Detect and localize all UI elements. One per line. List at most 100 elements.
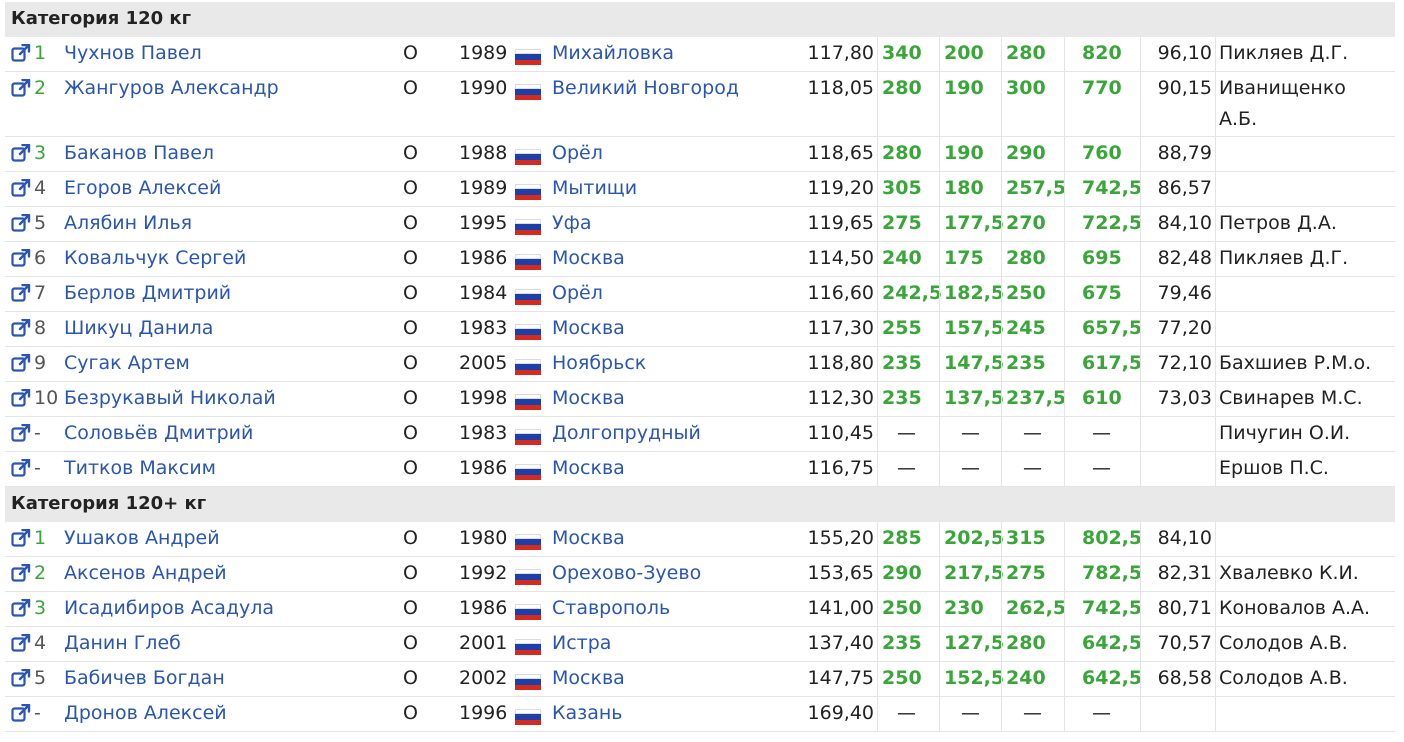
deadlift-result: 280: [1006, 632, 1046, 654]
column-divider: [1140, 417, 1141, 452]
external-link-icon[interactable]: [11, 144, 31, 162]
city-link[interactable]: Великий Новгород: [552, 77, 739, 99]
external-link-icon[interactable]: [11, 319, 31, 337]
row-divider: [5, 626, 1395, 627]
external-link-icon[interactable]: [11, 459, 31, 477]
bodyweight: 137,40: [807, 632, 874, 654]
external-link-icon[interactable]: [11, 389, 31, 407]
city-link[interactable]: Ставрополь: [552, 597, 671, 619]
russia-flag-icon: [515, 184, 541, 200]
place-number: -: [34, 457, 41, 479]
column-divider: [1001, 662, 1002, 697]
column-divider: [1064, 207, 1065, 242]
athlete-name-link[interactable]: Соловьёв Дмитрий: [64, 422, 254, 444]
athlete-name-link[interactable]: Шикуц Данила: [64, 317, 214, 339]
athlete-name-link[interactable]: Дронов Алексей: [64, 702, 227, 724]
city-link[interactable]: Москва: [552, 387, 625, 409]
division: О: [403, 42, 418, 64]
bench-press-result: 190: [944, 77, 984, 99]
points: 72,10: [1157, 352, 1212, 374]
coach-name: Солодов А.В.: [1219, 632, 1348, 654]
external-link-icon[interactable]: [11, 249, 31, 267]
column-divider: [1215, 277, 1216, 312]
external-link-icon[interactable]: [11, 564, 31, 582]
external-link-icon[interactable]: [11, 424, 31, 442]
athlete-name-link[interactable]: Безрукавый Николай: [64, 387, 276, 409]
squat-result: 250: [882, 597, 922, 619]
birth-year: 2002: [459, 667, 508, 689]
athlete-name-link[interactable]: Берлов Дмитрий: [64, 282, 232, 304]
table-row: 4 Данин Глеб О 2001 Истра 137,40 235 127,5 280 64…: [0, 627, 1404, 662]
bench-press-result: 230: [944, 597, 984, 619]
external-link-icon[interactable]: [11, 354, 31, 372]
city-link[interactable]: Орёл: [552, 282, 603, 304]
external-link-icon[interactable]: [11, 44, 31, 62]
total-result: 760: [1082, 142, 1122, 164]
athlete-name-link[interactable]: Данин Глеб: [64, 632, 181, 654]
column-divider: [1001, 382, 1002, 417]
bodyweight: 118,80: [807, 352, 874, 374]
external-link-icon[interactable]: [11, 599, 31, 617]
coach-name: Бахшиев Р.М.о.: [1219, 352, 1372, 374]
city-link[interactable]: Истра: [552, 632, 612, 654]
city-link[interactable]: Уфа: [552, 212, 592, 234]
place-number: 2: [34, 562, 47, 584]
bench-press-result: 157,5: [944, 317, 1005, 339]
points: 77,20: [1157, 317, 1212, 339]
athlete-name-link[interactable]: Чухнов Павел: [64, 42, 202, 64]
external-link-icon[interactable]: [11, 704, 31, 722]
athlete-name-link[interactable]: Егоров Алексей: [64, 177, 222, 199]
deadlift-result: 240: [1006, 667, 1046, 689]
squat-result: 242,5: [882, 282, 943, 304]
table-row: 5 Бабичев Богдан О 2002 Москва 147,75 250 152,5…: [0, 662, 1404, 697]
city-link[interactable]: Орёл: [552, 142, 603, 164]
city-link[interactable]: Москва: [552, 457, 625, 479]
athlete-name-link[interactable]: Титков Максим: [64, 457, 216, 479]
external-link-icon[interactable]: [11, 669, 31, 687]
city-link[interactable]: Москва: [552, 247, 625, 269]
external-link-icon[interactable]: [11, 79, 31, 97]
city-link[interactable]: Казань: [552, 702, 623, 724]
birth-year: 1983: [459, 422, 508, 444]
athlete-name-link[interactable]: Жангуров Александр: [64, 77, 279, 99]
external-link-icon[interactable]: [11, 529, 31, 547]
column-divider: [1215, 347, 1216, 382]
city-link[interactable]: Долгопрудный: [552, 422, 701, 444]
division: О: [403, 352, 418, 374]
total-result: 802,5: [1082, 527, 1143, 549]
column-divider: [939, 72, 940, 137]
city-link[interactable]: Ноябрьск: [552, 352, 647, 374]
external-link-icon[interactable]: [11, 634, 31, 652]
coach-name: Свинарев М.С.: [1219, 387, 1363, 409]
athlete-name-link[interactable]: Алябин Илья: [64, 212, 193, 234]
column-divider: [939, 242, 940, 277]
external-link-icon[interactable]: [11, 179, 31, 197]
points: 80,71: [1157, 597, 1212, 619]
athlete-name-link[interactable]: Сугак Артем: [64, 352, 190, 374]
athlete-name-link[interactable]: Бабичев Богдан: [64, 667, 225, 689]
city-link[interactable]: Орехово-Зуево: [552, 562, 702, 584]
city-link[interactable]: Мытищи: [552, 177, 638, 199]
athlete-name-link[interactable]: Ушаков Андрей: [64, 527, 220, 549]
points: 84,10: [1157, 527, 1212, 549]
athlete-name-link[interactable]: Аксенов Андрей: [64, 562, 227, 584]
column-divider: [1140, 137, 1141, 172]
athlete-name-link[interactable]: Баканов Павел: [64, 142, 215, 164]
deadlift-result: —: [1023, 457, 1042, 479]
external-link-icon[interactable]: [11, 284, 31, 302]
athlete-name-link[interactable]: Ковальчук Сергей: [64, 247, 247, 269]
column-divider: [939, 592, 940, 627]
column-divider: [1001, 242, 1002, 277]
city-link[interactable]: Михайловка: [552, 42, 675, 64]
city-link[interactable]: Москва: [552, 527, 625, 549]
city-link[interactable]: Москва: [552, 317, 625, 339]
points: 73,03: [1157, 387, 1212, 409]
column-divider: [1215, 522, 1216, 557]
birth-year: 1995: [459, 212, 508, 234]
athlete-name-link[interactable]: Исадибиров Асадула: [64, 597, 275, 619]
external-link-icon[interactable]: [11, 214, 31, 232]
category-header: Категория 120 кг: [5, 2, 1395, 37]
city-link[interactable]: Москва: [552, 667, 625, 689]
row-divider: [5, 486, 1395, 487]
column-divider: [1140, 592, 1141, 627]
